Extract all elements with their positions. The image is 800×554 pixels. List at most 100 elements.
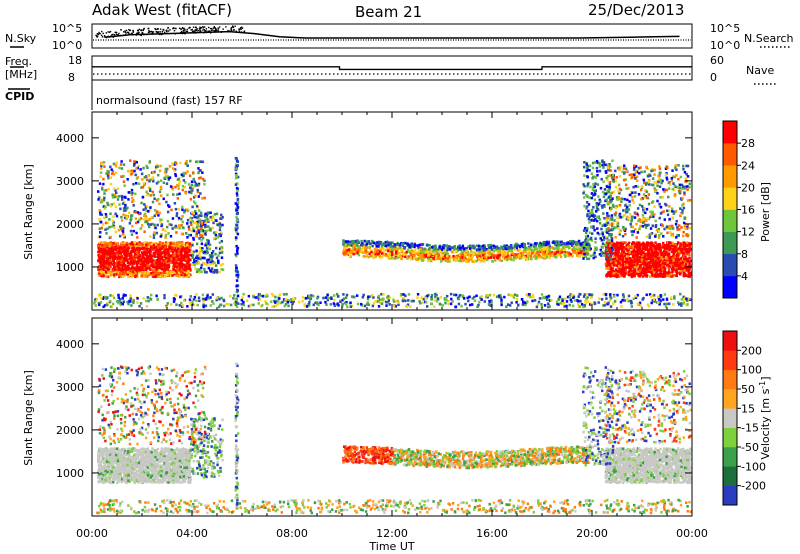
power-echo	[188, 245, 191, 249]
power-echo	[115, 165, 118, 169]
power-echo	[533, 255, 536, 259]
power-echo	[671, 270, 674, 274]
power-echo	[129, 159, 132, 162]
power-echo	[126, 206, 129, 210]
power-echo	[504, 247, 508, 250]
power-echo	[117, 244, 120, 248]
power-echo	[202, 250, 205, 254]
power-echo	[112, 162, 116, 166]
power-echo	[111, 257, 115, 261]
power-echo	[615, 275, 619, 279]
power-echo	[553, 243, 557, 246]
power-echo	[209, 215, 212, 219]
power-echo	[542, 246, 545, 250]
power-echo	[163, 253, 167, 256]
power-echo	[650, 274, 654, 277]
power-echo	[140, 251, 144, 254]
power-echo	[135, 242, 138, 245]
power-echo	[198, 228, 202, 232]
power-echo	[143, 175, 147, 179]
power-echo	[211, 260, 214, 264]
power-echo	[121, 250, 124, 254]
power-echo	[441, 251, 444, 255]
noise-right-tick-top: 10^5	[710, 22, 740, 35]
power-echo	[219, 234, 222, 238]
noise-sky-point	[138, 31, 140, 34]
noise-sky-point	[115, 31, 118, 34]
power-echo	[489, 256, 493, 259]
power-echo	[523, 248, 526, 252]
power-echo	[148, 187, 152, 191]
power-echo	[355, 244, 359, 247]
power-echo	[197, 228, 200, 231]
power-echo	[521, 251, 524, 255]
power-echo	[629, 263, 633, 267]
power-echo	[110, 273, 113, 277]
power-echo	[172, 253, 176, 256]
power-echo	[655, 248, 658, 252]
power-echo	[438, 249, 442, 253]
power-echo	[165, 200, 168, 204]
power-echo	[670, 241, 673, 245]
noise-sky-point	[180, 32, 182, 34]
power-echo	[160, 194, 163, 197]
power-echo	[184, 191, 188, 195]
power-echo	[97, 266, 101, 270]
power-echo	[457, 259, 460, 262]
power-echo	[454, 249, 458, 253]
power-echo	[134, 217, 138, 220]
power-echo	[170, 256, 173, 260]
power-echo	[124, 271, 127, 274]
power-echo	[97, 245, 101, 249]
power-echo	[148, 249, 151, 253]
power-echo	[553, 250, 556, 254]
power-echo	[103, 269, 107, 272]
power-echo	[183, 250, 186, 253]
noise-sky-point	[181, 31, 183, 34]
power-echo	[580, 245, 583, 248]
noise-sky-point	[203, 26, 206, 28]
power-echo	[121, 268, 124, 272]
power-echo	[155, 231, 159, 235]
power-echo	[470, 252, 474, 256]
power-echo	[151, 265, 155, 269]
power-echo	[423, 255, 426, 259]
noise-sky-point	[233, 29, 235, 31]
power-echo	[214, 264, 218, 268]
power-echo	[413, 250, 416, 253]
power-echo	[658, 252, 662, 256]
power-echo	[163, 170, 167, 174]
power-echo	[534, 243, 537, 247]
power-echo	[148, 217, 151, 221]
power-echo	[186, 262, 189, 265]
power-echo	[345, 244, 349, 248]
power-echo	[365, 240, 368, 243]
power-echo	[552, 247, 556, 251]
power-echo	[170, 246, 173, 250]
power-echo	[153, 259, 157, 262]
power-echo	[547, 244, 551, 247]
power-echo	[120, 257, 123, 261]
power-echo	[376, 241, 379, 245]
power-echo	[636, 248, 639, 251]
power-echo	[645, 274, 649, 277]
power-echo	[157, 246, 160, 249]
power-echo	[612, 270, 615, 273]
noise-sky-point	[212, 29, 214, 31]
power-echo	[113, 193, 116, 197]
power-echo	[685, 266, 689, 270]
noise-panel: N.Sky 10^5 10^0 10^5 10^0 N.Search	[5, 22, 794, 52]
power-echo	[578, 244, 582, 248]
power-echo	[209, 228, 212, 232]
noise-sky-point	[151, 32, 153, 34]
power-echo	[152, 243, 156, 247]
power-echo	[679, 272, 682, 276]
power-echo	[149, 194, 152, 197]
power-echo	[152, 254, 155, 258]
power-echo	[552, 254, 556, 258]
power-echo	[198, 214, 201, 217]
power-echo	[109, 204, 113, 208]
power-echo	[209, 270, 213, 273]
power-echo	[136, 267, 140, 271]
noise-sky-point	[214, 27, 216, 29]
